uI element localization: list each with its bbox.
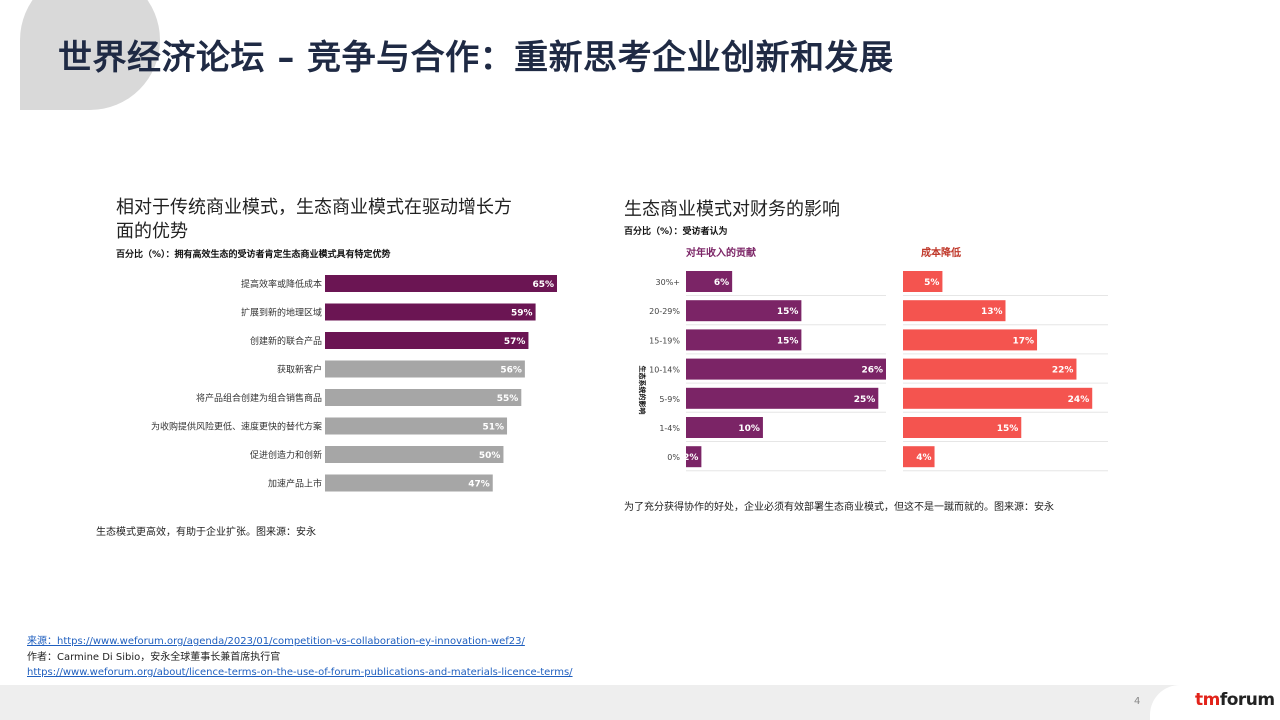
category-label-0: 30%+ bbox=[656, 278, 680, 287]
category-label-1: 扩展到新的地理区域 bbox=[241, 307, 322, 319]
left-chart-caption: 生态模式更高效，有助于企业扩张。图来源：安永 bbox=[96, 527, 316, 538]
value-label-2: 57% bbox=[504, 337, 526, 347]
footer-notch bbox=[1150, 685, 1280, 720]
author-text: 作者：Carmine Di Sibio，安永全球董事长兼首席执行官 bbox=[27, 652, 281, 663]
bar-1-1 bbox=[903, 300, 1006, 322]
bar-7 bbox=[325, 474, 493, 492]
bar-0-5 bbox=[686, 417, 763, 438]
value-label-5: 51% bbox=[482, 423, 504, 433]
bar-5 bbox=[325, 417, 508, 435]
left-chart-subtitle: 百分比（%）：拥有高效生态的受访者肯定生态商业模式具有特定优势 bbox=[116, 250, 391, 260]
category-label-2: 15-19% bbox=[649, 336, 680, 345]
category-label-0: 提高效率或降低成本 bbox=[241, 278, 322, 290]
license-link[interactable]: https://www.weforum.org/about/licence-te… bbox=[27, 667, 573, 678]
bar-0-1 bbox=[686, 300, 802, 322]
source-link[interactable]: 来源：https://www.weforum.org/agenda/2023/0… bbox=[27, 636, 525, 647]
value-label-0-2: 15% bbox=[777, 336, 799, 346]
bar-0 bbox=[325, 275, 557, 292]
bar-0-0 bbox=[686, 271, 733, 292]
value-label-1-6: 4% bbox=[916, 453, 931, 463]
bar-0-2 bbox=[686, 329, 802, 351]
value-label-0-5: 10% bbox=[738, 424, 760, 434]
bar-0-3 bbox=[686, 358, 886, 380]
category-label-2: 创建新的联合产品 bbox=[250, 335, 322, 347]
value-label-1-3: 22% bbox=[1052, 366, 1074, 376]
category-label-4: 将产品组合创建为组合销售商品 bbox=[196, 392, 322, 404]
bar-4 bbox=[325, 389, 522, 406]
corner-decoration-square bbox=[20, 40, 90, 110]
bar-6 bbox=[325, 446, 504, 463]
bar-1-6 bbox=[903, 446, 935, 468]
category-label-5: 为收购提供风险更低、速度更快的替代方案 bbox=[151, 421, 322, 433]
value-label-0-1: 15% bbox=[777, 307, 799, 317]
category-label-4: 5-9% bbox=[659, 395, 680, 404]
bar-0-6 bbox=[686, 446, 702, 468]
value-label-6: 50% bbox=[479, 451, 501, 461]
value-label-0-4: 25% bbox=[854, 395, 876, 405]
value-label-0-0: 6% bbox=[714, 278, 729, 288]
value-label-0-3: 26% bbox=[861, 366, 883, 376]
category-label-6: 0% bbox=[667, 453, 680, 462]
value-label-1-5: 15% bbox=[997, 424, 1019, 434]
right-chart-title: 生态商业模式对财务的影响 bbox=[624, 199, 840, 220]
value-label-1-1: 13% bbox=[981, 307, 1003, 317]
bar-1-4 bbox=[903, 387, 1093, 409]
bar-1-5 bbox=[903, 417, 1022, 438]
series-header-1: 成本降低 bbox=[921, 246, 961, 259]
right-chart-subtitle: 百分比（%）：受访者认为 bbox=[624, 227, 728, 237]
category-label-7: 加速产品上市 bbox=[268, 478, 322, 490]
value-label-4: 55% bbox=[497, 394, 519, 404]
bar-1-2 bbox=[903, 329, 1038, 351]
bar-3 bbox=[325, 360, 525, 378]
value-label-7: 47% bbox=[468, 480, 490, 490]
value-label-0-6: 2% bbox=[683, 453, 698, 463]
bar-1 bbox=[325, 303, 536, 321]
left-chart-title: 相对于传统商业模式，生态商业模式在驱动增长方面的优势 bbox=[116, 197, 512, 242]
tmforum-logo: tmforum bbox=[1195, 690, 1275, 710]
page-number: 4 bbox=[1134, 696, 1141, 707]
bar-1-3 bbox=[903, 358, 1077, 380]
value-label-1-0: 5% bbox=[924, 278, 939, 288]
value-label-1-4: 24% bbox=[1068, 395, 1090, 405]
category-label-3: 获取新客户 bbox=[277, 364, 322, 376]
bar-2 bbox=[325, 332, 529, 349]
bar-1-0 bbox=[903, 271, 943, 292]
bar-0-4 bbox=[686, 387, 879, 409]
category-label-1: 20-29% bbox=[649, 307, 680, 316]
y-axis-label: 生态系统的影响 bbox=[638, 366, 647, 415]
category-label-6: 促进创造力和创新 bbox=[250, 449, 322, 461]
category-label-5: 1-4% bbox=[659, 424, 680, 433]
value-label-1: 59% bbox=[511, 309, 533, 319]
value-label-1-2: 17% bbox=[1012, 336, 1034, 346]
series-header-0: 对年收入的贡献 bbox=[686, 246, 756, 259]
footer-bar bbox=[0, 685, 1280, 720]
value-label-0: 65% bbox=[532, 280, 554, 290]
value-label-3: 56% bbox=[500, 366, 522, 376]
right-chart-caption: 为了充分获得协作的好处，企业必须有效部署生态商业模式，但这不是一蹴而就的。图来源… bbox=[624, 502, 1054, 513]
page-title: 世界经济论坛 – 竞争与合作：重新思考企业创新和发展 bbox=[58, 38, 894, 78]
left-bar-chart: 提高效率或降低成本 65% 扩展到新的地理区域 59% 创建新的联合产品 57% 获取新客户… bbox=[151, 275, 557, 492]
category-label-3: 10-14% bbox=[649, 366, 680, 375]
